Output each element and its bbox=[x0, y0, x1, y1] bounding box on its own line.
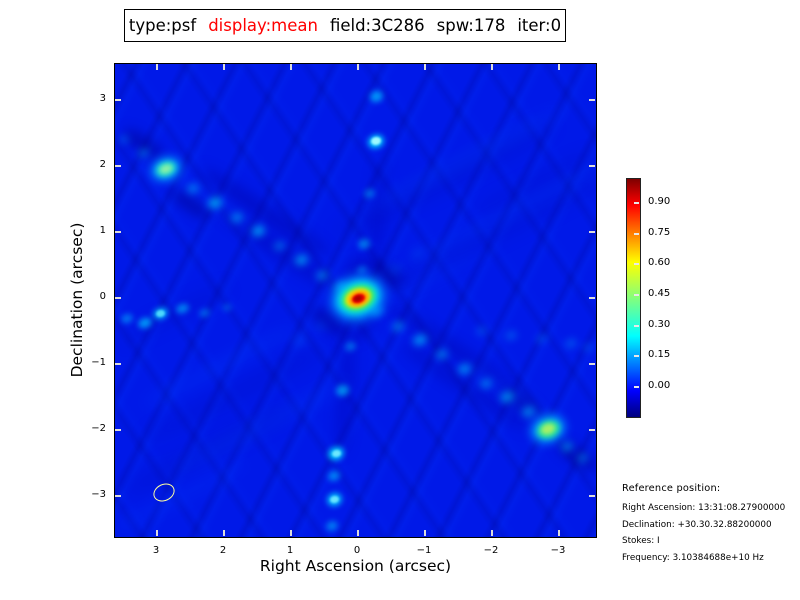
psf-blob-layer bbox=[330, 448, 342, 458]
y-tick-label: 2 bbox=[99, 159, 106, 170]
x-axis-tick bbox=[424, 530, 426, 536]
reference-line: Declination: +30.30.32.88200000 bbox=[622, 519, 772, 530]
reference-line: Right Ascension: 13:31:08.27900000 bbox=[622, 503, 786, 513]
colorbar-tick bbox=[634, 202, 639, 204]
colorbar-tick-label: 0.15 bbox=[648, 349, 671, 360]
y-axis-tick bbox=[115, 165, 121, 167]
y-tick-label: −1 bbox=[91, 357, 106, 368]
y-tick-label: 0 bbox=[99, 291, 106, 302]
x-tick-label: 1 bbox=[286, 545, 294, 556]
x-axis-tick bbox=[558, 64, 560, 70]
y-axis-tick bbox=[589, 297, 595, 299]
x-axis-tick bbox=[491, 64, 493, 70]
y-axis-tick bbox=[589, 429, 595, 431]
colorbar-tick bbox=[634, 355, 639, 357]
colorbar-tick-label: 0.90 bbox=[648, 196, 671, 207]
y-tick-label: 3 bbox=[99, 93, 106, 104]
y-axis-tick bbox=[589, 363, 595, 365]
x-tick-label: −3 bbox=[550, 545, 566, 556]
title-segment: type:psf bbox=[128, 16, 197, 35]
y-axis-tick bbox=[589, 165, 595, 167]
y-axis-tick bbox=[115, 363, 121, 365]
title-segment: display:mean bbox=[208, 16, 318, 35]
x-axis-tick bbox=[290, 64, 292, 70]
colorbar-tick-label: 0.75 bbox=[648, 227, 671, 238]
y-axis-tick bbox=[115, 297, 121, 299]
y-axis-tick bbox=[589, 99, 595, 101]
x-axis-tick bbox=[223, 64, 225, 70]
x-tick-label: −1 bbox=[416, 545, 432, 556]
x-axis-tick bbox=[290, 530, 292, 536]
psf-plot bbox=[114, 63, 597, 538]
title-segment: field:3C286 bbox=[329, 16, 425, 35]
y-axis-tick bbox=[115, 99, 121, 101]
colorbar-tick bbox=[634, 325, 639, 327]
x-axis-tick bbox=[558, 530, 560, 536]
y-axis-tick bbox=[589, 231, 595, 233]
colorbar-tick-label: 0.60 bbox=[648, 257, 671, 268]
y-axis-tick bbox=[115, 495, 121, 497]
x-axis-tick bbox=[357, 64, 359, 70]
colorbar-tick bbox=[634, 233, 639, 235]
psf-blob-layer bbox=[154, 308, 166, 318]
x-tick-label: 2 bbox=[219, 545, 227, 556]
x-axis-tick bbox=[424, 64, 426, 70]
x-tick-label: 3 bbox=[152, 545, 160, 556]
psf-blob-layer bbox=[328, 494, 340, 504]
x-axis-tick bbox=[491, 530, 493, 536]
x-axis-tick bbox=[357, 530, 359, 536]
colorbar-tick-label: 0.30 bbox=[648, 319, 671, 330]
x-tick-label: −2 bbox=[483, 545, 499, 556]
colorbar-tick-label: 0.00 bbox=[648, 380, 671, 391]
y-axis-tick bbox=[115, 231, 121, 233]
x-tick-label: 0 bbox=[353, 545, 361, 556]
colorbar-tick bbox=[634, 386, 639, 388]
y-tick-label: −2 bbox=[91, 423, 106, 434]
plot-title-box: type:psf display:mean field:3C286 spw:178 it… bbox=[124, 9, 566, 42]
y-axis-tick bbox=[115, 429, 121, 431]
colorbar bbox=[626, 178, 641, 418]
x-axis-label: Right Ascension (arcsec) bbox=[259, 557, 452, 575]
x-axis-tick bbox=[156, 530, 158, 536]
colorbar-tick bbox=[634, 294, 639, 296]
reference-line: Stokes: I bbox=[622, 536, 660, 546]
reference-position-block: Reference position: Right Ascension: 13:… bbox=[622, 483, 800, 569]
colorbar-tick bbox=[634, 263, 639, 265]
x-axis-tick bbox=[156, 64, 158, 70]
x-axis-tick bbox=[223, 530, 225, 536]
y-tick-label: 1 bbox=[99, 225, 106, 236]
y-tick-label: −3 bbox=[91, 489, 106, 500]
reference-heading: Reference position: bbox=[622, 483, 721, 494]
colorbar-tick-label: 0.45 bbox=[648, 288, 671, 299]
y-axis-tick bbox=[589, 495, 595, 497]
title-segment: spw:178 bbox=[436, 16, 506, 35]
title-segment: iter:0 bbox=[517, 16, 562, 35]
reference-line: Frequency: 3.10384688e+10 Hz bbox=[622, 552, 764, 563]
